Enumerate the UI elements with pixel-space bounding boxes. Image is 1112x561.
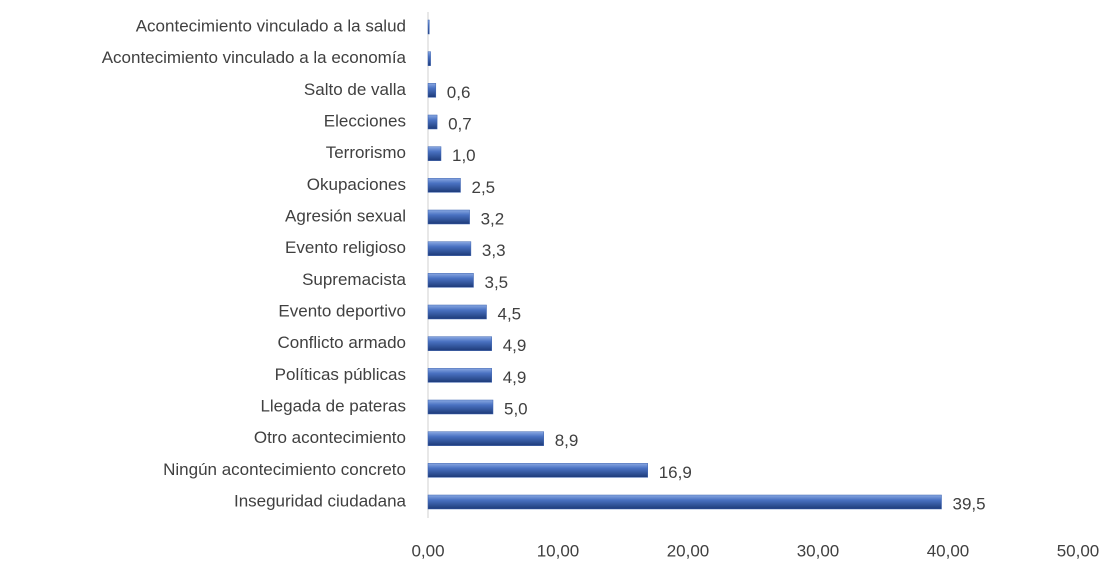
data-label: 3,5 bbox=[485, 273, 509, 292]
bar bbox=[427, 336, 492, 351]
bar bbox=[427, 209, 470, 225]
y-tick-label: Terrorismo bbox=[326, 143, 406, 162]
y-tick-label: Conflicto armado bbox=[277, 333, 406, 352]
data-label: 0,6 bbox=[447, 83, 471, 102]
bar bbox=[427, 368, 492, 383]
y-tick-label: Okupaciones bbox=[307, 175, 406, 194]
x-tick-label: 50,00 bbox=[1057, 541, 1100, 560]
data-label: 5,0 bbox=[504, 399, 528, 418]
y-tick-label: Llegada de pateras bbox=[260, 396, 406, 415]
data-label: 4,5 bbox=[498, 304, 522, 323]
y-tick-label: Elecciones bbox=[324, 111, 406, 130]
data-label: 3,2 bbox=[481, 209, 505, 228]
data-label: 8,9 bbox=[555, 431, 579, 450]
bar bbox=[427, 114, 438, 130]
y-tick-label: Ningún acontecimiento concreto bbox=[163, 460, 406, 479]
y-tick-label: Supremacista bbox=[302, 270, 406, 289]
data-label: 16,9 bbox=[659, 463, 692, 482]
bar bbox=[427, 463, 648, 478]
bar bbox=[427, 431, 544, 446]
bar bbox=[427, 241, 472, 256]
y-tick-label: Salto de valla bbox=[304, 80, 407, 99]
bar bbox=[427, 304, 487, 320]
y-tick-label: Evento deportivo bbox=[278, 301, 406, 320]
y-tick-label: Acontecimiento vinculado a la economía bbox=[102, 48, 407, 67]
bar bbox=[427, 51, 431, 66]
data-label: 4,9 bbox=[503, 336, 527, 355]
bar bbox=[427, 146, 442, 161]
data-label: 4,9 bbox=[503, 368, 527, 387]
data-label: 0,7 bbox=[448, 114, 472, 133]
x-tick-label: 10,00 bbox=[537, 541, 580, 560]
data-label: 3,3 bbox=[482, 241, 506, 260]
data-label: 39,5 bbox=[953, 494, 986, 513]
bar bbox=[427, 83, 437, 98]
y-tick-label: Otro acontecimiento bbox=[254, 428, 406, 447]
x-tick-label: 40,00 bbox=[927, 541, 970, 560]
bar bbox=[427, 494, 942, 510]
data-label: 2,5 bbox=[472, 178, 496, 197]
bar bbox=[427, 273, 474, 288]
bar bbox=[427, 399, 494, 415]
data-label: 1,0 bbox=[452, 146, 476, 165]
x-tick-label: 0,00 bbox=[411, 541, 444, 560]
y-tick-label: Evento religioso bbox=[285, 238, 406, 257]
y-tick-label: Políticas públicas bbox=[275, 365, 406, 384]
x-tick-label: 20,00 bbox=[667, 541, 710, 560]
y-tick-label: Acontecimiento vinculado a la salud bbox=[136, 16, 406, 35]
y-tick-label: Inseguridad ciudadana bbox=[234, 491, 407, 510]
y-tick-label: Agresión sexual bbox=[285, 206, 406, 225]
x-tick-label: 30,00 bbox=[797, 541, 840, 560]
bar bbox=[427, 19, 430, 35]
bar bbox=[427, 178, 461, 193]
